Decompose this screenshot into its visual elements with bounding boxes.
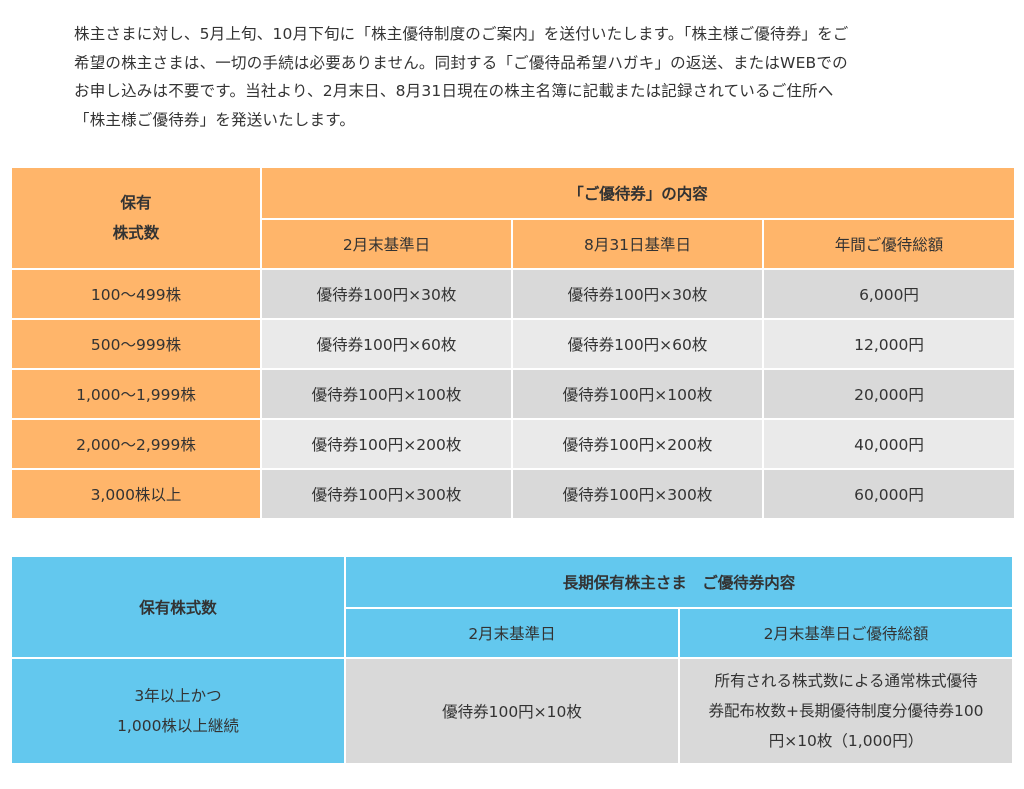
intro-line: 株主さまに対し、5月上旬、10月下旬に「株主優待制度のご案内」を送付いたします。… xyxy=(74,25,849,43)
benefit-table: 保有 株式数 「ご優待券」の内容 2月末基準日 8月31日基準日 年間ご優待総額… xyxy=(10,166,1016,520)
feb-benefit: 優待券100円×300枚 xyxy=(262,470,511,518)
aug-benefit: 優待券100円×300枚 xyxy=(513,470,762,518)
shares-range: 100～499株 xyxy=(12,270,260,318)
shares-range: 500～999株 xyxy=(12,320,260,368)
feb-total-line2: 券配布枚数+長期優待制度分優待券100 xyxy=(708,702,984,720)
feb-benefit: 優待券100円×60枚 xyxy=(262,320,511,368)
table-row: 500～999株 優待券100円×60枚 優待券100円×60枚 12,000円 xyxy=(12,320,1014,368)
table-row: 1,000～1,999株 優待券100円×100枚 優待券100円×100枚 2… xyxy=(12,370,1014,418)
aug-benefit: 優待券100円×30枚 xyxy=(513,270,762,318)
table-row: 3年以上かつ 1,000株以上継続 優待券100円×10枚 所有される株式数によ… xyxy=(12,659,1013,763)
col-header-aug: 8月31日基準日 xyxy=(513,220,762,268)
col-header-feb-total: 2月末基準日ご優待総額 xyxy=(680,609,1013,657)
intro-line: お申し込みは不要です。当社より、2月末日、8月31日現在の株主名簿に記載または記… xyxy=(74,82,834,100)
shares-condition-line2: 1,000株以上継続 xyxy=(117,717,239,735)
aug-benefit: 優待券100円×100枚 xyxy=(513,370,762,418)
feb-total: 所有される株式数による通常株式優待 券配布枚数+長期優待制度分優待券100 円×… xyxy=(680,659,1013,763)
annual-total: 60,000円 xyxy=(764,470,1014,518)
table-row: 100～499株 優待券100円×30枚 優待券100円×30枚 6,000円 xyxy=(12,270,1014,318)
shares-range: 3,000株以上 xyxy=(12,470,260,518)
annual-total: 6,000円 xyxy=(764,270,1014,318)
col-header-annual-total: 年間ご優待総額 xyxy=(764,220,1014,268)
shares-held-header: 保有株式数 xyxy=(12,557,344,657)
aug-benefit: 優待券100円×60枚 xyxy=(513,320,762,368)
table-row: 3,000株以上 優待券100円×300枚 優待券100円×300枚 60,00… xyxy=(12,470,1014,518)
shares-range: 1,000～1,999株 xyxy=(12,370,260,418)
feb-total-line1: 所有される株式数による通常株式優待 xyxy=(714,672,978,690)
feb-benefit: 優待券100円×100枚 xyxy=(262,370,511,418)
shares-held-header-line2: 株式数 xyxy=(112,224,160,242)
shares-condition-line1: 3年以上かつ xyxy=(134,687,222,705)
aug-benefit: 優待券100円×200枚 xyxy=(513,420,762,468)
table-row: 2,000～2,999株 優待券100円×200枚 優待券100円×200枚 4… xyxy=(12,420,1014,468)
benefit-content-header: 「ご優待券」の内容 xyxy=(262,168,1014,218)
shares-condition: 3年以上かつ 1,000株以上継続 xyxy=(12,659,344,763)
annual-total: 20,000円 xyxy=(764,370,1014,418)
annual-total: 40,000円 xyxy=(764,420,1014,468)
intro-line: 「株主様ご優待券」を発送いたします。 xyxy=(74,110,356,129)
intro-line: 希望の株主さまは、一切の手続は必要ありません。同封する「ご優待品希望ハガキ」の返… xyxy=(74,53,848,72)
feb-benefit: 優待券100円×10枚 xyxy=(346,659,678,763)
col-header-feb: 2月末基準日 xyxy=(346,609,678,657)
shares-held-header: 保有 株式数 xyxy=(12,168,260,268)
intro-paragraph: 株主さまに対し、5月上旬、10月下旬に「株主優待制度のご案内」を送付いたします。… xyxy=(74,20,954,134)
long-term-benefit-header: 長期保有株主さま ご優待券内容 xyxy=(346,557,1013,607)
annual-total: 12,000円 xyxy=(764,320,1014,368)
feb-benefit: 優待券100円×30枚 xyxy=(262,270,511,318)
shares-range: 2,000～2,999株 xyxy=(12,420,260,468)
feb-benefit: 優待券100円×200枚 xyxy=(262,420,511,468)
col-header-feb: 2月末基準日 xyxy=(262,220,511,268)
shares-held-header-line1: 保有 xyxy=(120,194,152,212)
long-term-benefit-table: 保有株式数 長期保有株主さま ご優待券内容 2月末基準日 2月末基準日ご優待総額… xyxy=(10,555,1014,765)
feb-total-line3: 円×10枚（1,000円） xyxy=(768,732,924,750)
